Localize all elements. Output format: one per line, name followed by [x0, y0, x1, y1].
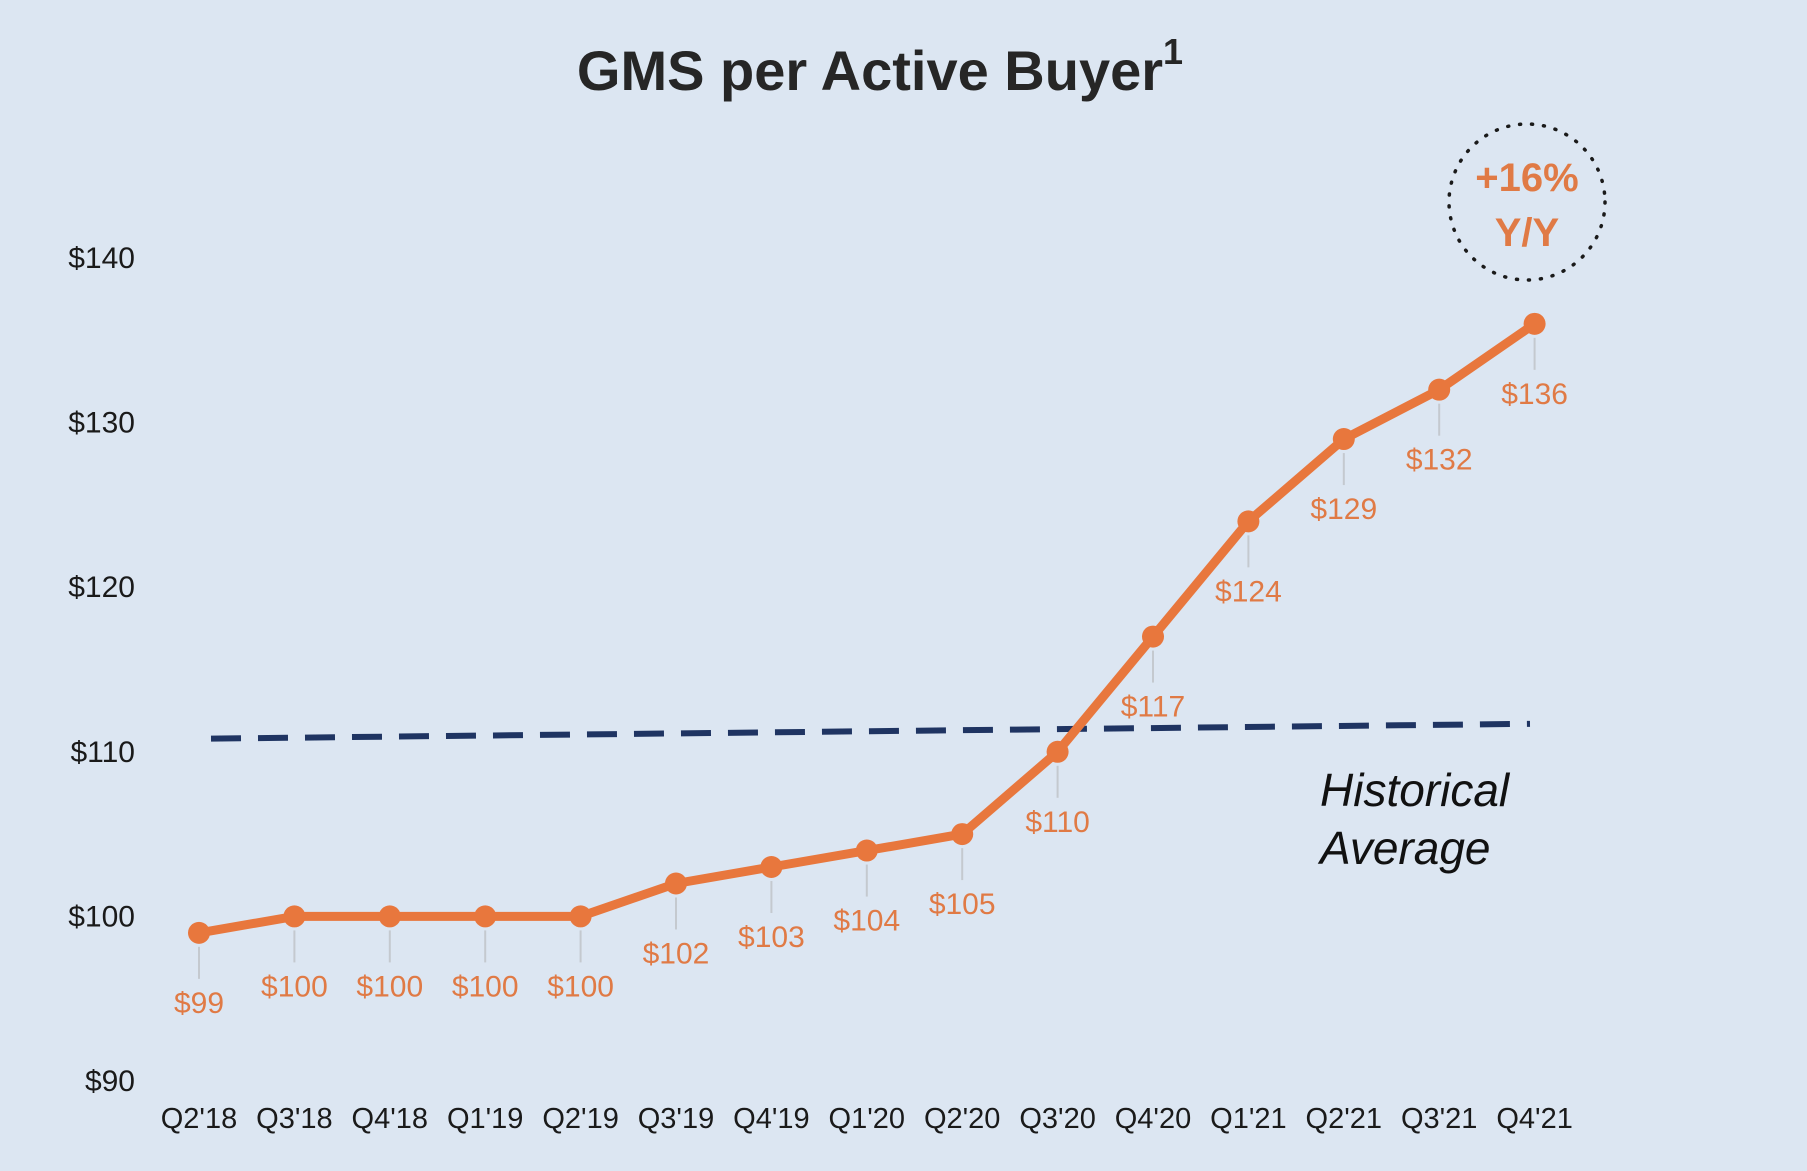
- y-tick-label: $140: [68, 242, 135, 275]
- yoy-badge: +16% Y/Y: [1447, 122, 1607, 282]
- chart-title-superscript: 1: [1163, 31, 1183, 72]
- chart-title-text: GMS per Active Buyer: [577, 39, 1163, 102]
- series-point: [283, 905, 306, 928]
- y-tick-label: $130: [68, 407, 135, 440]
- data-label: $100: [452, 970, 519, 1003]
- y-tick-label: $120: [68, 571, 135, 604]
- data-label: $129: [1310, 493, 1377, 526]
- x-tick-label: Q4'18: [352, 1103, 428, 1135]
- series-point: [474, 905, 497, 928]
- x-tick-label: Q3'19: [638, 1103, 714, 1135]
- yoy-badge-yy: Y/Y: [1495, 211, 1560, 255]
- yoy-badge-percent: +16%: [1475, 156, 1578, 200]
- historical-average-label-line2: Average: [1317, 822, 1491, 874]
- data-label: $136: [1501, 378, 1568, 411]
- x-tick-label: Q1'19: [447, 1103, 523, 1135]
- y-tick-label: $110: [70, 736, 135, 769]
- y-axis: $90 $100 $110 $120 $130 $140: [68, 242, 135, 1098]
- yoy-badge-circle: [1447, 122, 1607, 282]
- x-tick-label: Q2'18: [161, 1103, 237, 1135]
- historical-average-label: Historical Average: [1317, 764, 1511, 874]
- historical-average: [210, 720, 1531, 742]
- data-label: $102: [643, 937, 710, 970]
- data-label: $110: [1025, 806, 1090, 839]
- series-point: [378, 905, 401, 928]
- historical-average-line: [210, 720, 1531, 742]
- series-point: [1046, 740, 1069, 763]
- data-label: $132: [1406, 444, 1473, 477]
- series-point: [665, 872, 687, 895]
- data-label-leaders: [198, 337, 1536, 979]
- x-tick-label: Q3'21: [1401, 1103, 1477, 1135]
- y-tick-label: $90: [85, 1065, 135, 1098]
- x-tick-label: Q2'21: [1306, 1103, 1382, 1135]
- data-label: $104: [833, 905, 900, 938]
- series-point: [188, 921, 210, 944]
- series-point: [1332, 428, 1355, 451]
- x-tick-label: Q4'21: [1496, 1103, 1572, 1135]
- data-label: $100: [356, 970, 423, 1003]
- x-tick-label: Q1'21: [1210, 1103, 1286, 1135]
- data-label: $99: [174, 987, 224, 1020]
- data-labels: $99 $100 $100 $100 $100 $102 $103 $104 $105 $110 $…: [174, 378, 1568, 1020]
- x-tick-label: Q3'18: [256, 1103, 332, 1135]
- series-point: [760, 856, 783, 879]
- series-point: [855, 839, 878, 862]
- chart-title: GMS per Active Buyer1: [577, 31, 1183, 102]
- data-label: $117: [1121, 691, 1186, 724]
- series-point: [569, 905, 592, 928]
- x-axis: Q2'18 Q3'18 Q4'18 Q1'19 Q2'19 Q3'19 Q4'19 Q1'20…: [161, 1103, 1573, 1135]
- x-tick-label: Q3'20: [1019, 1103, 1095, 1135]
- series-point: [951, 823, 974, 846]
- series-point: [1523, 312, 1546, 335]
- series: [188, 312, 1546, 944]
- series-point: [1428, 378, 1451, 401]
- data-label: $103: [738, 921, 805, 954]
- x-tick-label: Q2'20: [924, 1103, 1000, 1135]
- series-point: [1142, 625, 1164, 648]
- x-tick-label: Q4'20: [1115, 1103, 1191, 1135]
- data-label: $100: [261, 970, 328, 1003]
- historical-average-label-line1: Historical: [1320, 764, 1511, 816]
- data-label: $105: [929, 888, 996, 921]
- series-point: [1237, 510, 1260, 533]
- y-tick-label: $100: [68, 900, 135, 933]
- x-tick-label: Q2'19: [542, 1103, 618, 1135]
- x-tick-label: Q4'19: [733, 1103, 809, 1135]
- data-label: $100: [547, 970, 614, 1003]
- data-label: $124: [1215, 575, 1282, 608]
- x-tick-label: Q1'20: [829, 1103, 905, 1135]
